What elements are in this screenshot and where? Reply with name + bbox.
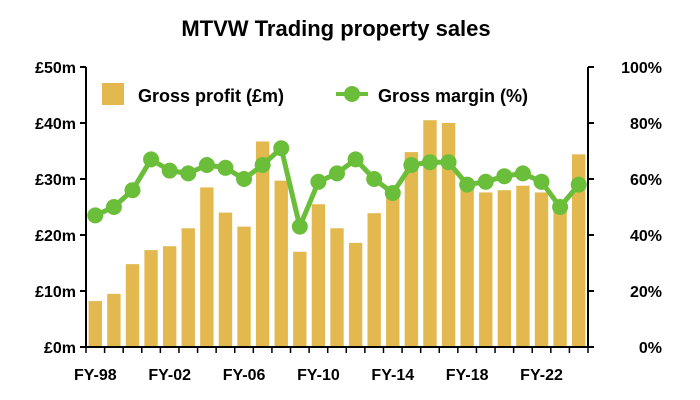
- margin-point-fy-09: [291, 218, 308, 235]
- margin-point-fy-03: [180, 165, 197, 182]
- legend-line-label: Gross margin (%): [378, 86, 528, 106]
- bar-fy-10: [311, 204, 326, 347]
- margin-point-fy-98: [87, 207, 104, 224]
- bar-fy-06: [237, 226, 251, 347]
- bar-fy-01: [144, 250, 158, 347]
- margin-point-fy-18: [459, 176, 476, 193]
- legend-bar-swatch: [102, 83, 124, 105]
- margin-point-fy-16: [421, 154, 438, 171]
- x-tick-label: FY-14: [371, 367, 414, 384]
- bar-fy-00: [125, 264, 140, 347]
- x-tick-label: FY-18: [446, 367, 489, 384]
- bar-fy-18: [460, 186, 474, 347]
- margin-point-fy-20: [496, 168, 513, 185]
- legend-line-marker: [344, 86, 360, 102]
- bars-layer: [88, 120, 586, 347]
- margin-point-fy-12: [347, 151, 364, 168]
- bar-fy-15: [404, 152, 419, 347]
- margin-point-fy-17: [440, 154, 457, 171]
- bar-fy-05: [218, 212, 233, 347]
- left-tick-label: £0m: [44, 340, 76, 357]
- margin-point-fy-04: [198, 157, 215, 173]
- margin-point-fy-15: [403, 157, 420, 173]
- bar-fy-09: [293, 251, 307, 347]
- bar-fy-08: [274, 180, 288, 347]
- x-tick-label: FY-02: [148, 367, 191, 384]
- bar-fy-04: [200, 187, 214, 347]
- bar-fy-99: [107, 293, 121, 347]
- right-tick-label: 80%: [630, 116, 662, 133]
- margin-point-fy-14: [384, 185, 401, 201]
- bar-fy-07: [255, 141, 270, 347]
- margin-point-fy-08: [273, 140, 290, 157]
- x-tick-label: FY-98: [74, 367, 117, 384]
- bar-fy-24: [572, 154, 586, 347]
- margin-point-fy-06: [236, 171, 253, 187]
- x-tick-label: FY-22: [520, 367, 563, 384]
- bar-fy-14: [386, 195, 400, 347]
- bar-fy-16: [423, 120, 437, 347]
- margin-point-fy-11: [329, 165, 345, 182]
- left-tick-label: £20m: [35, 228, 76, 245]
- left-tick-label: £30m: [35, 172, 76, 189]
- margin-point-fy-10: [310, 173, 327, 190]
- bar-fy-12: [348, 242, 363, 347]
- margin-point-fy-02: [161, 162, 178, 179]
- right-tick-label: 100%: [621, 60, 662, 77]
- x-tick-label: FY-10: [297, 367, 340, 384]
- margin-point-fy-23: [552, 199, 569, 215]
- margin-point-fy-24: [570, 176, 587, 193]
- margin-point-fy-07: [254, 157, 271, 173]
- right-tick-label: 20%: [630, 284, 662, 301]
- legend-bar-label: Gross profit (£m): [138, 86, 284, 106]
- margin-point-fy-01: [143, 151, 160, 168]
- left-tick-label: £50m: [35, 60, 76, 77]
- bar-fy-11: [330, 228, 344, 347]
- bar-fy-19: [479, 192, 493, 347]
- chart-title: MTVW Trading property sales: [181, 16, 490, 41]
- bar-fy-17: [441, 123, 456, 347]
- axes-layer: £0m £10m £20m £30m £40m £50m 0% 20% 40% 60% 80% 100…: [35, 60, 662, 384]
- margin-point-fy-22: [533, 173, 550, 190]
- bar-fy-22: [534, 192, 549, 347]
- right-tick-label: 40%: [630, 228, 662, 245]
- left-tick-label: £40m: [35, 116, 76, 133]
- margin-point-fy-99: [105, 199, 122, 215]
- bar-fy-03: [181, 228, 195, 347]
- left-tick-label: £10m: [35, 284, 76, 301]
- margin-point-fy-19: [477, 173, 494, 190]
- bar-fy-02: [162, 246, 177, 347]
- margin-point-fy-00: [124, 182, 141, 199]
- line-layer: [87, 140, 587, 235]
- margin-point-fy-13: [366, 171, 383, 187]
- bar-fy-98: [88, 301, 102, 347]
- right-tick-label: 60%: [630, 172, 662, 189]
- legend: Gross profit (£m) Gross margin (%): [102, 83, 528, 106]
- x-tick-label: FY-06: [223, 367, 266, 384]
- right-tick-label: 0%: [639, 340, 662, 357]
- bar-fy-20: [497, 190, 512, 347]
- margin-point-fy-21: [514, 165, 531, 182]
- bar-fy-23: [553, 205, 567, 347]
- margin-point-fy-05: [217, 159, 234, 176]
- bar-fy-13: [367, 213, 381, 347]
- bar-fy-21: [516, 185, 530, 347]
